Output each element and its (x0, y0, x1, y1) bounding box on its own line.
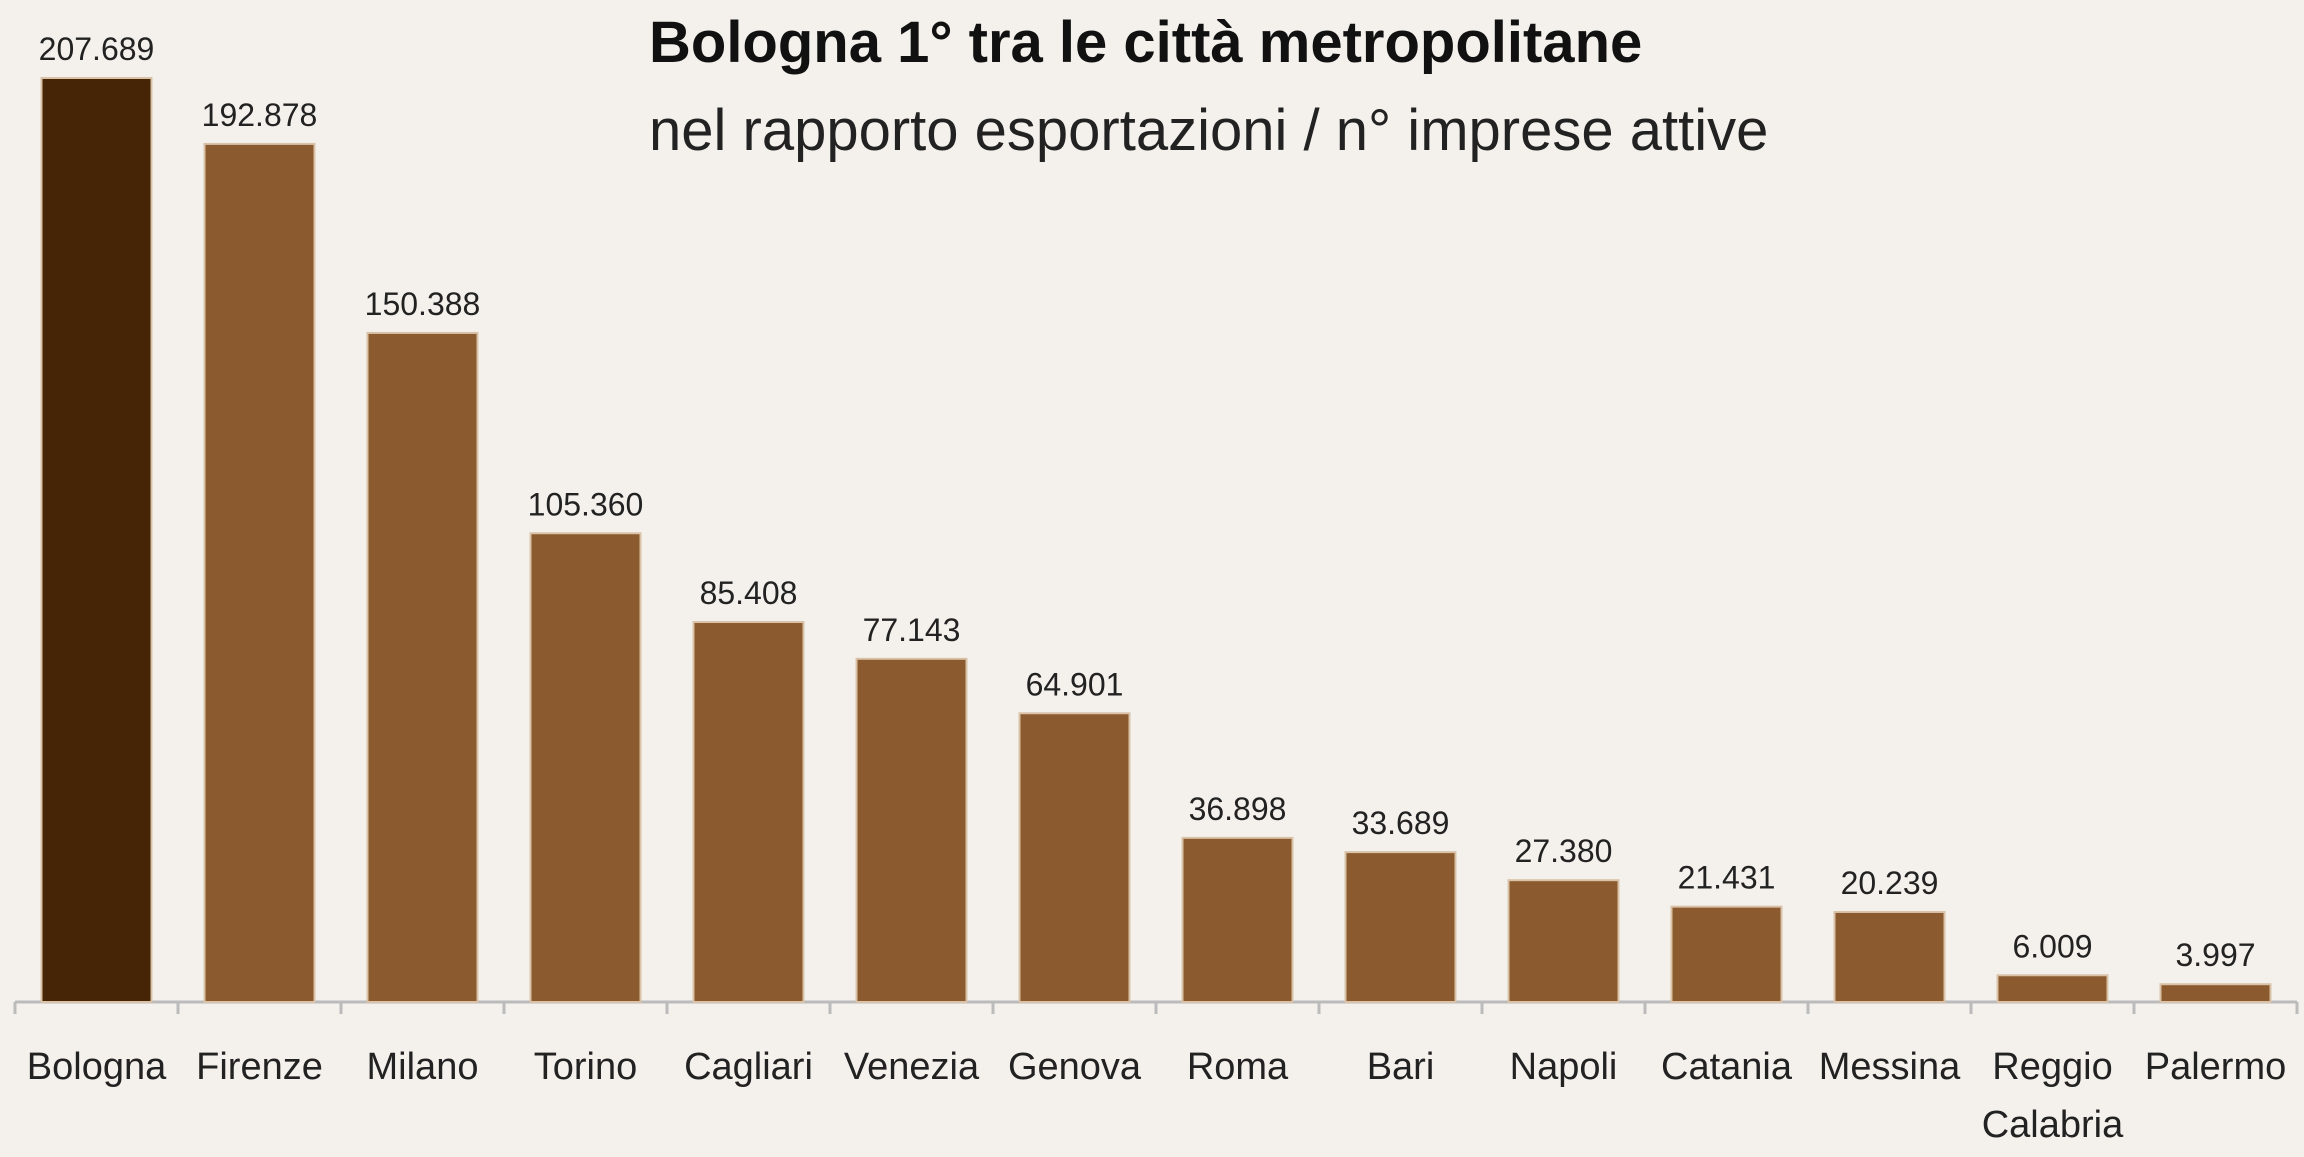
x-tick-label: Torino (533, 1046, 638, 1088)
value-label: 77.143 (863, 612, 961, 648)
x-tick-label: Cagliari (684, 1046, 813, 1088)
bar (40, 77, 153, 1003)
bar (529, 532, 642, 1004)
x-tick-label: Venezia (843, 1046, 980, 1088)
value-label: 36.898 (1189, 791, 1287, 827)
x-tick-label: Bari (1366, 1046, 1435, 1088)
bar (1344, 851, 1457, 1004)
x-tick-label: Milano (366, 1046, 479, 1088)
bar (1833, 910, 1946, 1004)
bar (203, 142, 316, 1003)
x-tick-label: Palermo (2144, 1046, 2287, 1088)
bar (1181, 836, 1294, 1003)
x-tick-label: Bologna (26, 1046, 167, 1088)
value-label: 6.009 (2012, 928, 2092, 964)
value-label: 150.388 (365, 286, 481, 322)
x-tick-label: Catania (1661, 1046, 1792, 1088)
value-label: 3.997 (2175, 937, 2255, 973)
x-tick-label: Roma (1186, 1046, 1289, 1088)
bar (692, 621, 805, 1003)
bar (1996, 974, 2109, 1003)
value-label: 207.689 (39, 31, 155, 67)
value-label: 27.380 (1515, 833, 1613, 869)
chart-subtitle: nel rapporto esportazioni / n° imprese a… (649, 98, 1768, 163)
value-label: 85.408 (700, 575, 798, 611)
value-label: 105.360 (528, 486, 644, 522)
x-tick-label: Genova (1007, 1046, 1142, 1088)
bar (1670, 905, 1783, 1004)
value-label: 33.689 (1352, 805, 1450, 841)
value-label: 21.431 (1678, 860, 1776, 896)
value-label: 20.239 (1841, 865, 1939, 901)
bar (855, 657, 968, 1003)
bar (366, 331, 479, 1003)
value-label: 64.901 (1026, 666, 1124, 702)
chart-title: Bologna 1° tra le città metropolitane (649, 10, 1642, 75)
bar (1018, 712, 1131, 1003)
value-label: 192.878 (202, 97, 318, 133)
x-tick-label: Reggio Calabria (1981, 1046, 2124, 1146)
x-tick-label: Firenze (196, 1046, 323, 1088)
x-tick-label: Messina (1818, 1046, 1961, 1088)
bar (2159, 983, 2272, 1004)
x-tick-label: Napoli (1509, 1046, 1618, 1088)
bar (1507, 879, 1620, 1004)
